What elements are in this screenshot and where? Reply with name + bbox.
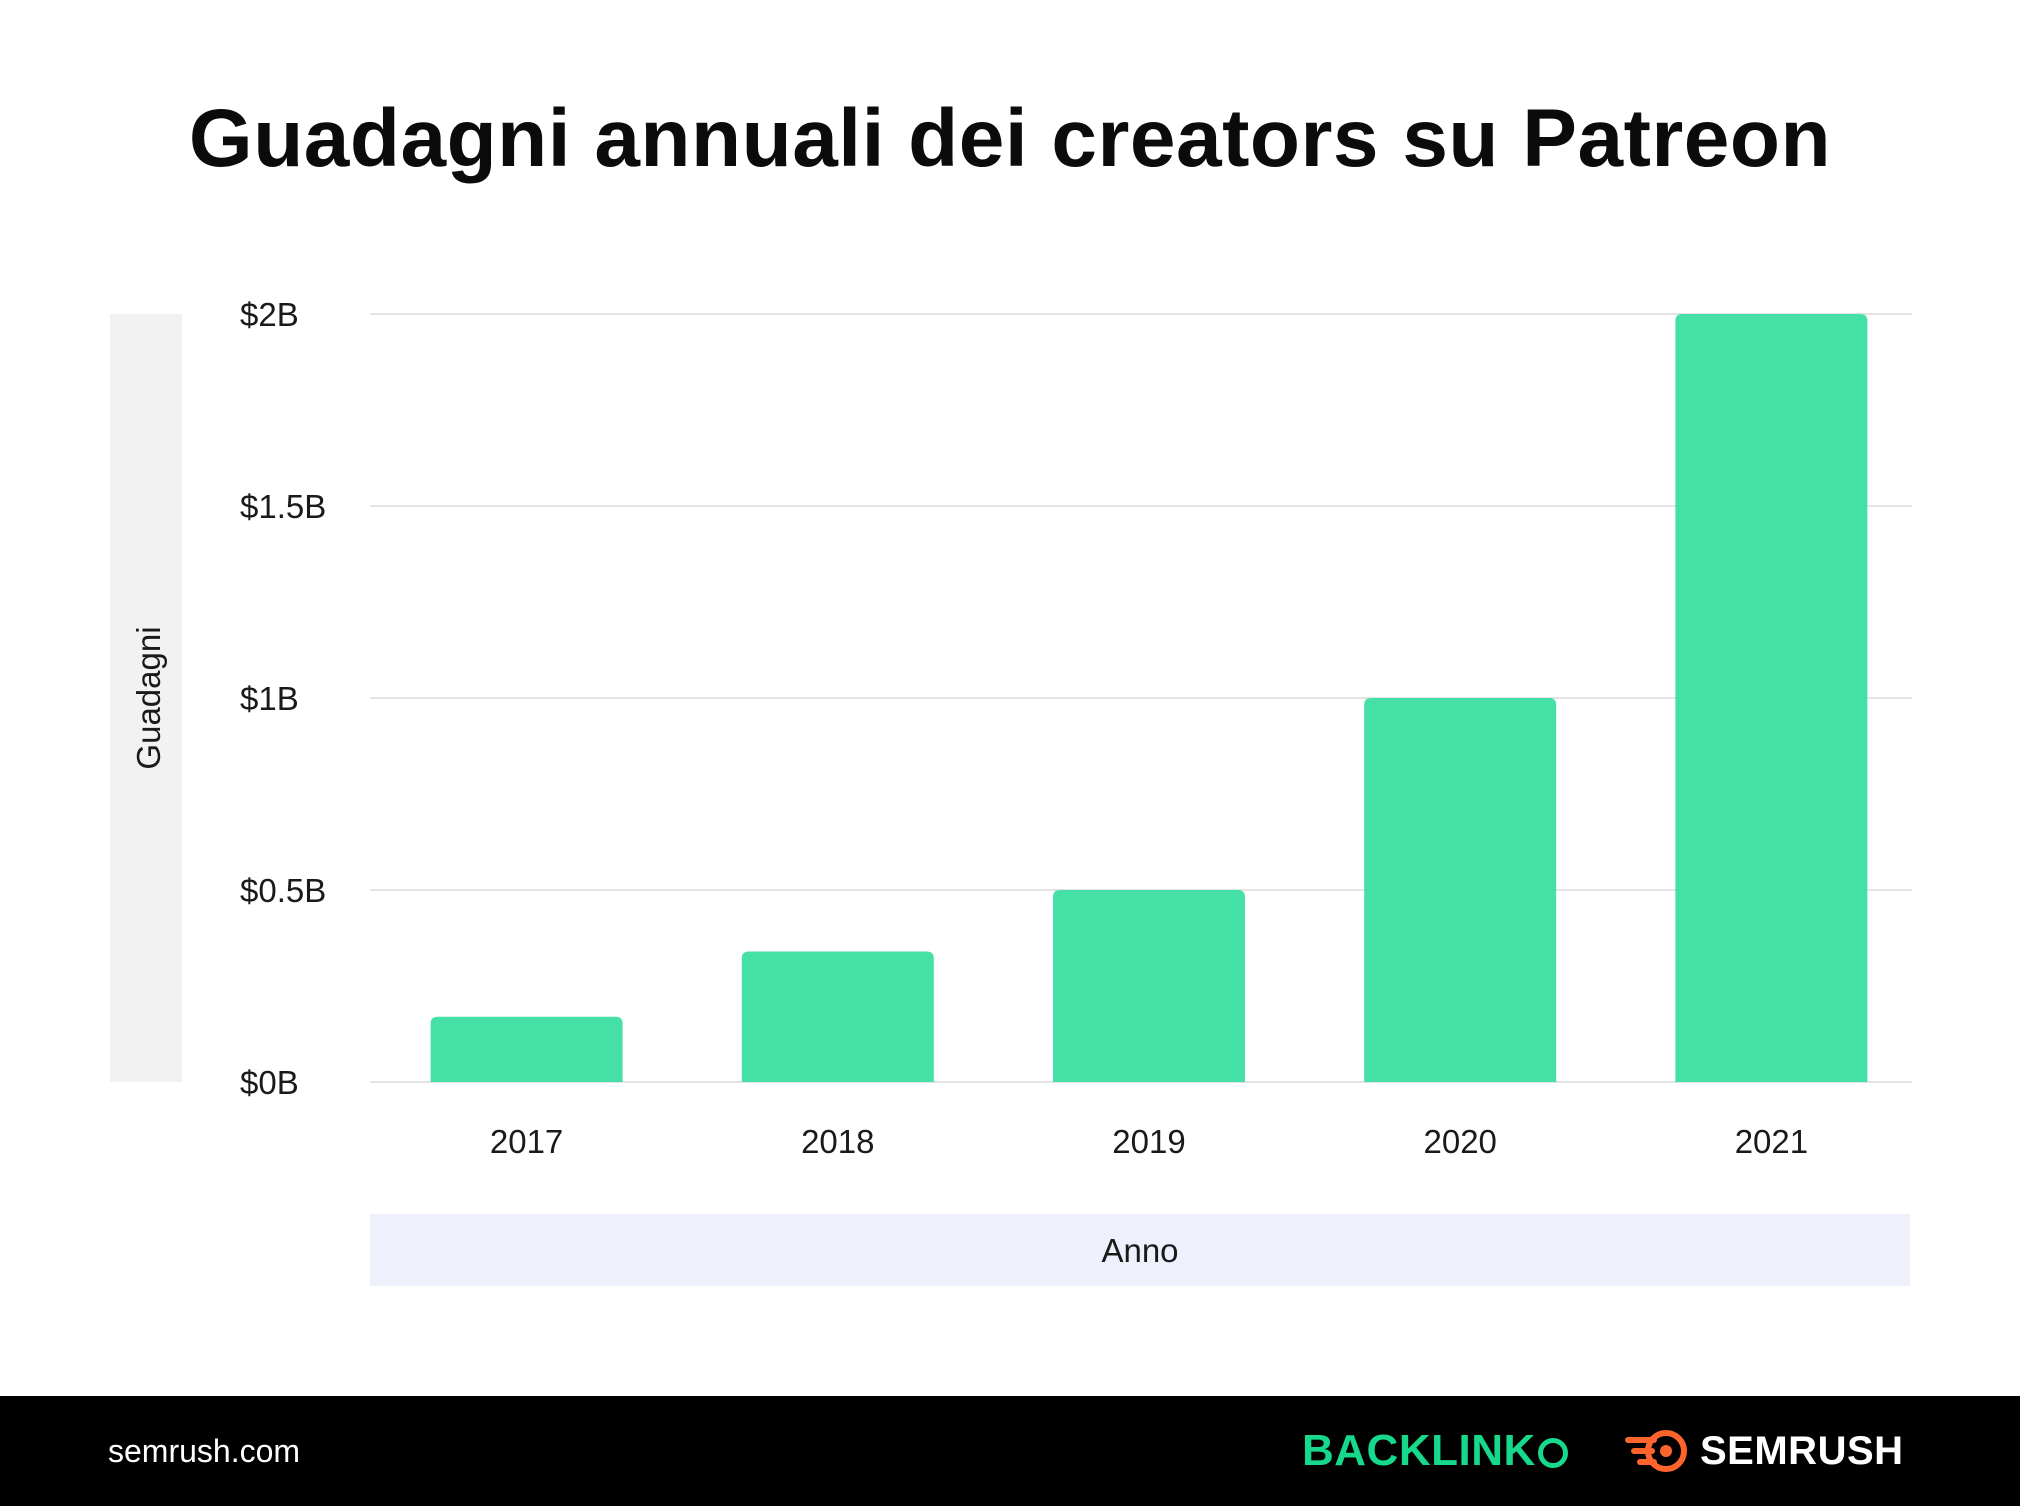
bar-2018 bbox=[741, 951, 934, 1082]
y-tick-label: $2B bbox=[240, 296, 299, 333]
y-axis-title: Guadagni bbox=[130, 626, 167, 769]
bar-2017 bbox=[430, 1016, 623, 1082]
footer-site-link[interactable]: semrush.com bbox=[108, 1433, 301, 1469]
backlinko-o-icon bbox=[1537, 1438, 1568, 1468]
y-tick-label: $1B bbox=[240, 680, 299, 717]
backlinko-wordmark: BACKLINK bbox=[1302, 1426, 1536, 1475]
y-tick-label: $0B bbox=[240, 1064, 299, 1101]
bar-2021 bbox=[1675, 314, 1868, 1082]
gridlines bbox=[370, 313, 1912, 1083]
y-tick-label: $1.5B bbox=[240, 488, 326, 525]
x-tick-label: 2019 bbox=[1112, 1123, 1185, 1160]
x-tick-label: 2020 bbox=[1423, 1123, 1496, 1160]
bar-2020 bbox=[1364, 698, 1557, 1082]
bar-chart: Guadagni Anno $0B$0.5B$1B$1.5B$2B 2017 20… bbox=[110, 296, 1912, 1286]
y-tick-label: $0.5B bbox=[240, 872, 326, 909]
ylabel-box bbox=[110, 314, 182, 1082]
backlinko-logo: BACKLINK bbox=[1302, 1396, 1568, 1506]
x-tick-label: 2018 bbox=[801, 1123, 874, 1160]
y-tick-labels: $0B $0.5B $1B $1.5B $2B bbox=[240, 296, 326, 1101]
x-axis-title: Anno bbox=[1101, 1232, 1178, 1269]
x-tick-label: 2021 bbox=[1735, 1123, 1808, 1160]
semrush-flame-icon bbox=[1625, 1430, 1687, 1472]
bars bbox=[430, 314, 1868, 1082]
footer: semrush.com BACKLINK SEMRUSH bbox=[0, 1396, 2020, 1506]
semrush-wordmark: SEMRUSH bbox=[1700, 1429, 1904, 1473]
bar-2019 bbox=[1053, 890, 1245, 1082]
xlabel-box bbox=[370, 1214, 1910, 1286]
x-tick-labels: 2017 2018 2019 2020 2021 bbox=[490, 1123, 1808, 1160]
x-tick-label: 2017 bbox=[490, 1123, 563, 1160]
chart-title: Guadagni annuali dei creators su Patreon bbox=[188, 93, 1832, 184]
